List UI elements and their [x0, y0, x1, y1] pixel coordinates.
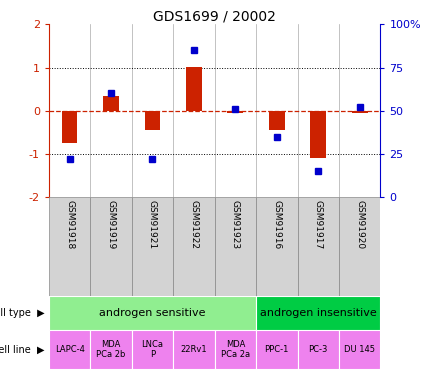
Bar: [269, 111, 285, 130]
Bar: [256, 197, 298, 296]
Text: GSM91923: GSM91923: [231, 200, 240, 249]
Text: PPC-1: PPC-1: [265, 345, 289, 354]
Text: PC-3: PC-3: [309, 345, 328, 354]
Bar: [186, 67, 202, 111]
Text: ■: ■: [49, 374, 61, 375]
Bar: [90, 197, 132, 296]
Text: DU 145: DU 145: [344, 345, 375, 354]
Text: GSM91918: GSM91918: [65, 200, 74, 249]
Bar: [103, 96, 119, 111]
Bar: [215, 197, 256, 296]
Text: GSM91916: GSM91916: [272, 200, 281, 249]
Bar: [215, 330, 256, 369]
Text: MDA
PCa 2b: MDA PCa 2b: [96, 340, 126, 359]
Bar: [339, 330, 380, 369]
Bar: [227, 111, 243, 113]
Text: androgen insensitive: androgen insensitive: [260, 308, 377, 318]
Bar: [49, 197, 90, 296]
Bar: [62, 111, 77, 143]
Bar: [49, 330, 90, 369]
Text: GSM91917: GSM91917: [314, 200, 323, 249]
Bar: [132, 330, 173, 369]
Text: GSM91919: GSM91919: [107, 200, 116, 249]
Bar: [298, 330, 339, 369]
Text: GSM91921: GSM91921: [148, 200, 157, 249]
Bar: [256, 330, 298, 369]
Text: LNCa
P: LNCa P: [142, 340, 164, 359]
Text: GSM91922: GSM91922: [190, 200, 198, 249]
Text: 22Rv1: 22Rv1: [181, 345, 207, 354]
Title: GDS1699 / 20002: GDS1699 / 20002: [153, 9, 276, 23]
Text: LAPC-4: LAPC-4: [55, 345, 85, 354]
Text: GSM91920: GSM91920: [355, 200, 364, 249]
Bar: [173, 197, 215, 296]
Bar: [256, 296, 380, 330]
Bar: [352, 111, 368, 113]
Text: cell type  ▶: cell type ▶: [0, 308, 45, 318]
Bar: [310, 111, 326, 158]
Text: cell line  ▶: cell line ▶: [0, 345, 45, 355]
Bar: [339, 197, 380, 296]
Bar: [132, 197, 173, 296]
Bar: [49, 296, 256, 330]
Bar: [90, 330, 132, 369]
Bar: [173, 330, 215, 369]
Bar: [144, 111, 160, 130]
Text: MDA
PCa 2a: MDA PCa 2a: [221, 340, 250, 359]
Text: androgen sensitive: androgen sensitive: [99, 308, 206, 318]
Bar: [298, 197, 339, 296]
